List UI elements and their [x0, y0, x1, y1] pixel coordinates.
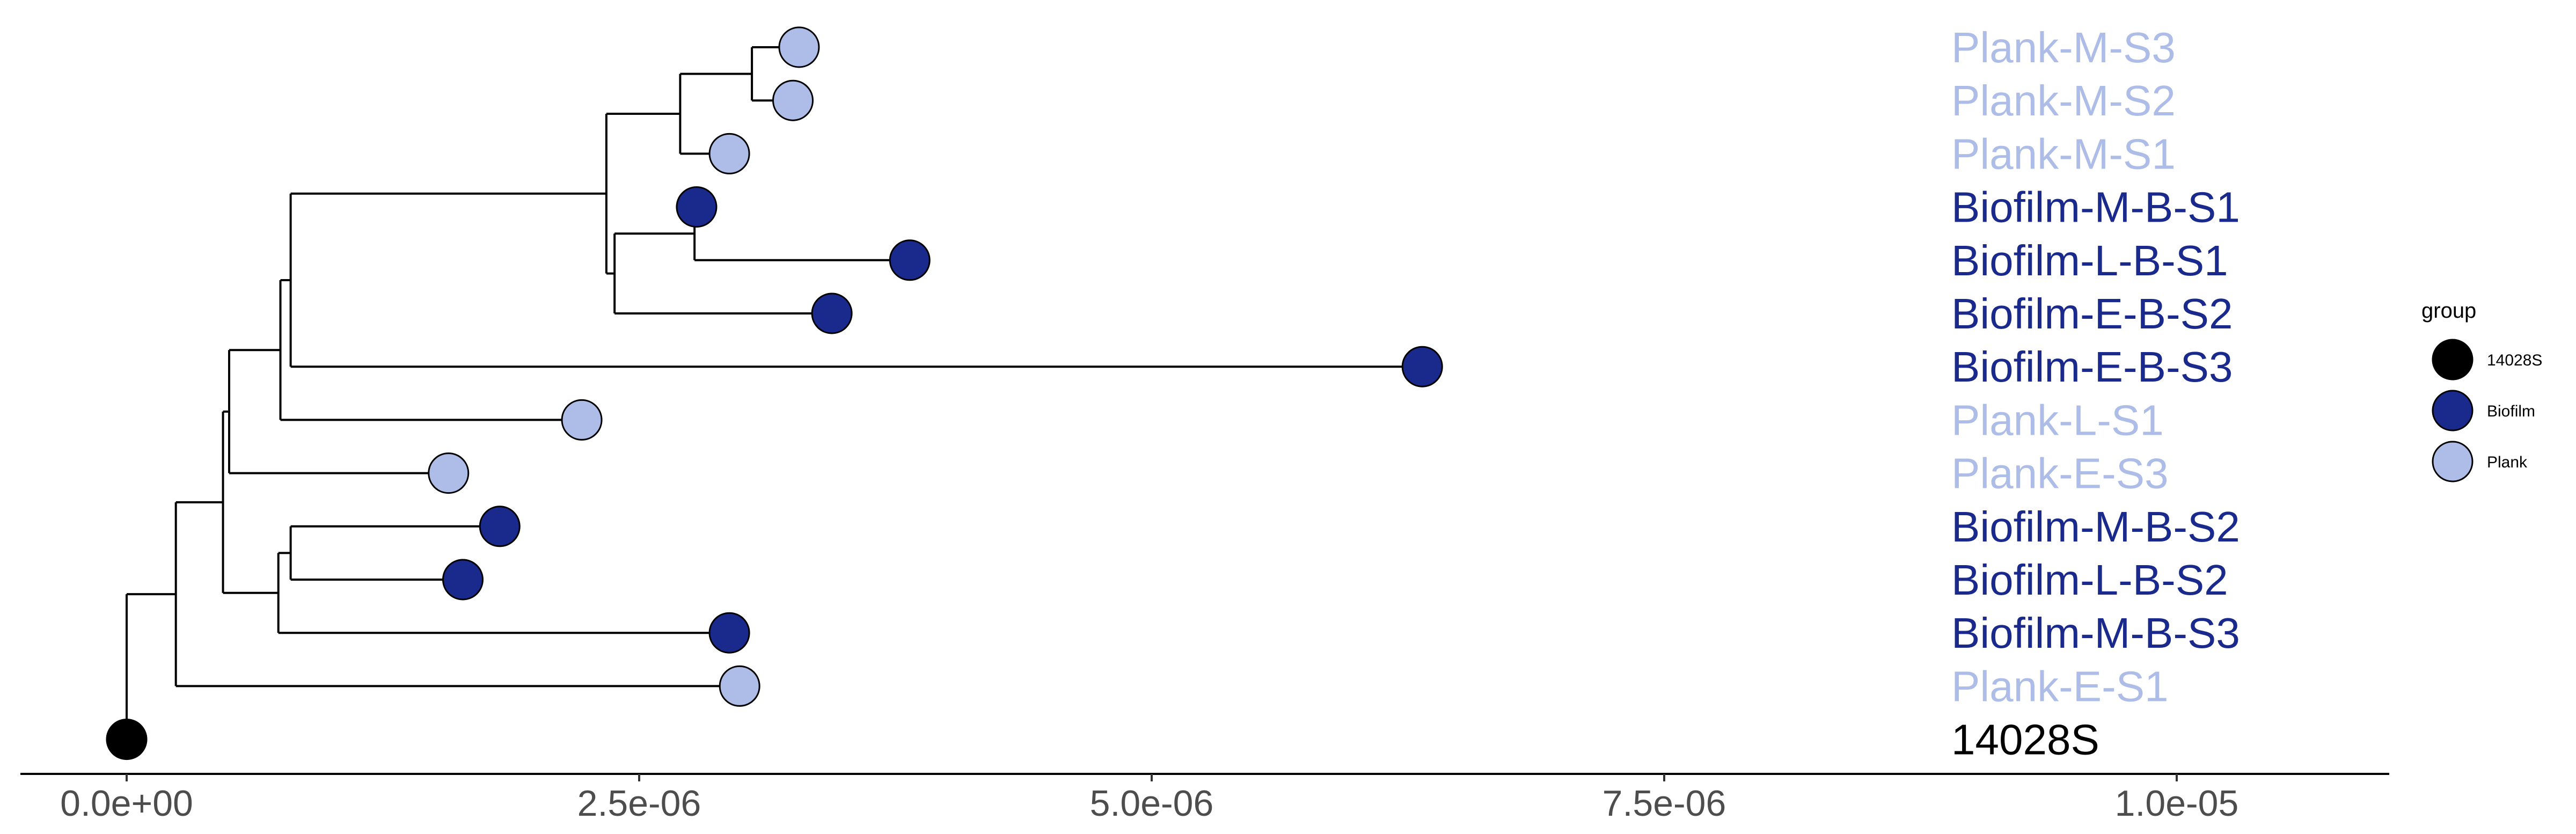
- x-axis: 0.0e+00 2.5e-06 5.0e-06 7.5e-06 1.0e-05: [60, 774, 2238, 824]
- legend-label: Plank: [2487, 453, 2528, 471]
- tip-point: [676, 186, 718, 228]
- tip-label: Biofilm-M-B-S1: [1951, 184, 2240, 231]
- tip-points: [106, 26, 1443, 760]
- legend-key: [2432, 339, 2473, 381]
- tip-point: [442, 559, 484, 601]
- tip-label: Biofilm-M-B-S2: [1951, 503, 2240, 551]
- legend-label: Biofilm: [2487, 403, 2535, 420]
- tip-label: Plank-M-S1: [1951, 130, 2176, 178]
- tip-label: 14028S: [1951, 716, 2099, 764]
- tip-label: Biofilm-E-B-S3: [1951, 343, 2233, 391]
- tip-point: [719, 665, 760, 707]
- tip-label: Plank-M-S3: [1951, 24, 2176, 71]
- legend: group 14028S Biofilm Plank: [2421, 299, 2542, 482]
- tip-label: Biofilm-L-B-S1: [1951, 237, 2228, 284]
- tip-point: [772, 79, 814, 121]
- tip-label: Biofilm-L-B-S2: [1951, 556, 2228, 604]
- tip-point: [561, 399, 603, 441]
- tip-point: [1401, 346, 1443, 387]
- tip-label: Biofilm-E-B-S2: [1951, 290, 2233, 338]
- tip-point: [479, 506, 521, 547]
- x-tick-label: 5.0e-06: [1090, 783, 1214, 824]
- legend-key: [2432, 390, 2473, 431]
- tip-label: Biofilm-M-B-S3: [1951, 609, 2240, 657]
- tip-point: [708, 133, 750, 174]
- tree-branches: [126, 46, 1423, 740]
- tip-point: [889, 239, 931, 281]
- legend-title: group: [2421, 299, 2476, 323]
- tip-labels: Plank-M-S3 Plank-M-S2 Plank-M-S1 Biofilm-M-…: [1951, 24, 2240, 764]
- legend-key: [2432, 441, 2473, 482]
- tip-point: [106, 719, 148, 760]
- tip-label: Plank-E-S3: [1951, 450, 2169, 498]
- legend-label: 14028S: [2487, 352, 2542, 369]
- tip-label: Plank-M-S2: [1951, 77, 2176, 125]
- x-tick-label: 1.0e-05: [2115, 783, 2239, 824]
- tip-label: Plank-E-S1: [1951, 662, 2169, 710]
- tip-point: [708, 612, 750, 654]
- tip-point: [811, 292, 853, 334]
- tip-point: [428, 452, 470, 494]
- x-tick-label: 2.5e-06: [577, 783, 701, 824]
- tip-point: [778, 26, 820, 68]
- x-tick-label: 7.5e-06: [1602, 783, 1726, 824]
- tip-label: Plank-L-S1: [1951, 396, 2164, 444]
- x-tick-label: 0.0e+00: [60, 783, 193, 824]
